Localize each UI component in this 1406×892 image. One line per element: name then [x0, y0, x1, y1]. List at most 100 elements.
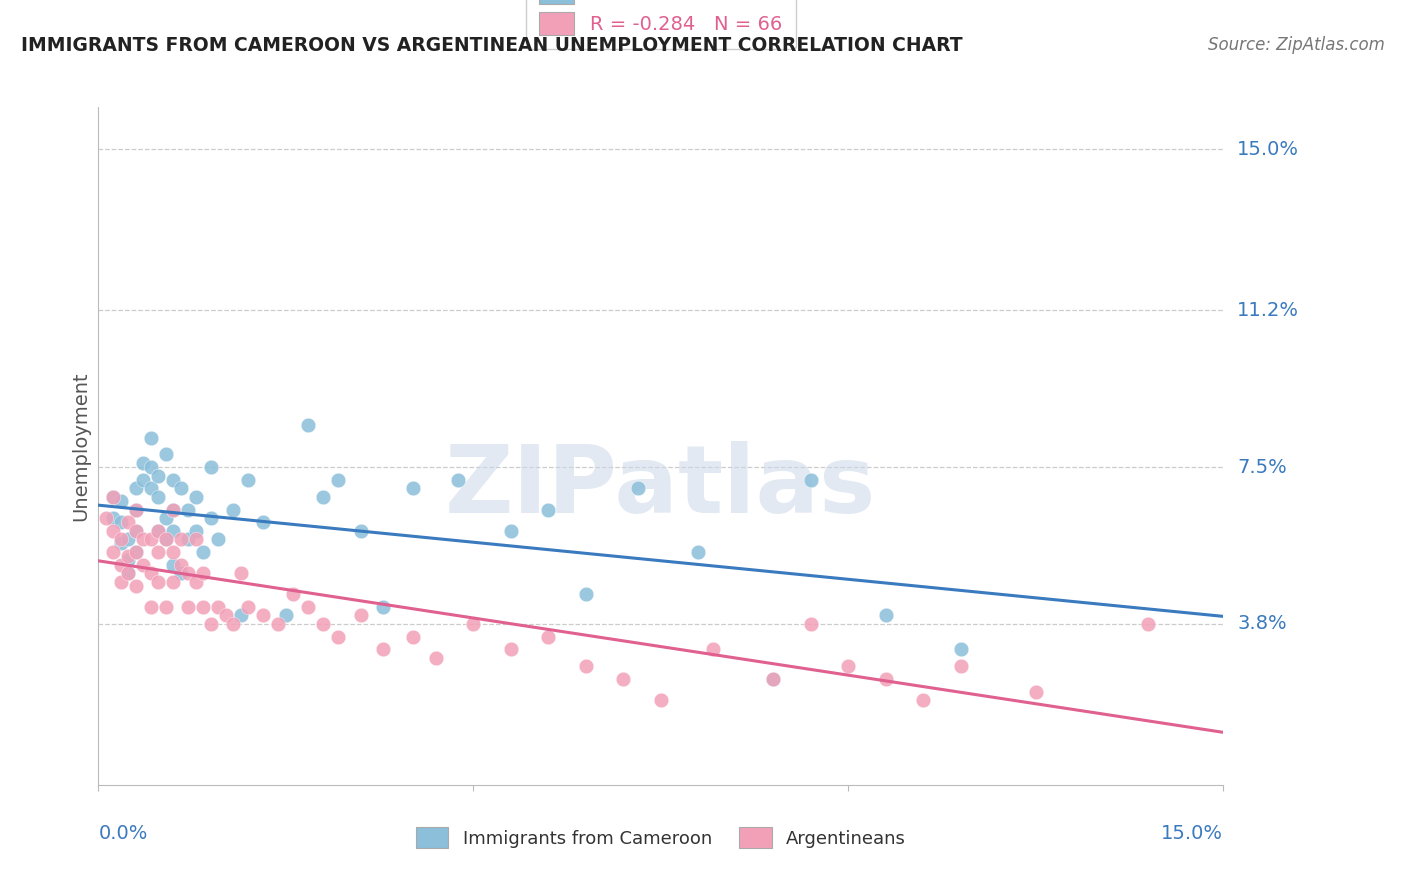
Point	[177, 502, 200, 516]
Point	[402, 482, 425, 496]
Point	[103, 490, 125, 504]
Point	[125, 579, 148, 593]
Point	[207, 599, 229, 614]
Point	[193, 566, 215, 581]
Point	[94, 511, 117, 525]
Point	[252, 515, 274, 529]
Point	[148, 490, 170, 504]
Point	[110, 494, 132, 508]
Point	[117, 532, 139, 546]
Text: ZIPatlas: ZIPatlas	[446, 441, 876, 533]
Point	[177, 599, 200, 614]
Point	[252, 608, 274, 623]
Point	[148, 468, 170, 483]
Point	[132, 532, 155, 546]
Point	[575, 587, 598, 601]
Point	[125, 524, 148, 538]
Point	[222, 617, 245, 632]
Point	[103, 545, 125, 559]
Point	[537, 630, 560, 644]
Text: Source: ZipAtlas.com: Source: ZipAtlas.com	[1208, 36, 1385, 54]
Point	[170, 566, 193, 581]
Point	[229, 608, 252, 623]
Point	[170, 482, 193, 496]
Text: 15.0%: 15.0%	[1161, 824, 1223, 843]
Point	[103, 490, 125, 504]
Text: 0.0%: 0.0%	[98, 824, 148, 843]
Point	[148, 545, 170, 559]
Point	[373, 642, 395, 657]
Point	[125, 502, 148, 516]
Text: 7.5%: 7.5%	[1237, 458, 1286, 476]
Point	[132, 473, 155, 487]
Point	[162, 473, 184, 487]
Point	[103, 524, 125, 538]
Point	[110, 532, 132, 546]
Point	[238, 599, 260, 614]
Point	[125, 545, 148, 559]
Point	[170, 558, 193, 572]
Point	[184, 574, 207, 589]
Point	[912, 693, 935, 707]
Point	[274, 608, 297, 623]
Point	[762, 672, 785, 686]
Point	[499, 642, 522, 657]
Point	[125, 545, 148, 559]
Point	[110, 558, 132, 572]
Point	[328, 473, 350, 487]
Point	[193, 545, 215, 559]
Point	[207, 532, 229, 546]
Point	[193, 599, 215, 614]
Point	[222, 502, 245, 516]
Point	[762, 672, 785, 686]
Point	[155, 511, 177, 525]
Point	[800, 617, 823, 632]
Point	[162, 502, 184, 516]
Point	[297, 599, 319, 614]
Point	[425, 651, 447, 665]
Point	[875, 672, 897, 686]
Point	[139, 430, 162, 444]
Point	[350, 608, 373, 623]
Point	[117, 566, 139, 581]
Point	[110, 536, 132, 550]
Point	[650, 693, 672, 707]
Point	[229, 566, 252, 581]
Point	[688, 545, 710, 559]
Point	[200, 511, 222, 525]
Point	[800, 473, 823, 487]
Point	[162, 545, 184, 559]
Point	[139, 599, 162, 614]
Point	[350, 524, 373, 538]
Text: 15.0%: 15.0%	[1237, 140, 1299, 159]
Point	[627, 482, 650, 496]
Point	[162, 502, 184, 516]
Point	[103, 511, 125, 525]
Point	[499, 524, 522, 538]
Point	[148, 524, 170, 538]
Point	[184, 490, 207, 504]
Point	[155, 599, 177, 614]
Point	[184, 524, 207, 538]
Legend: Immigrants from Cameroon, Argentineans: Immigrants from Cameroon, Argentineans	[406, 818, 915, 857]
Point	[155, 532, 177, 546]
Point	[162, 524, 184, 538]
Point	[373, 599, 395, 614]
Point	[267, 617, 290, 632]
Point	[162, 574, 184, 589]
Point	[177, 532, 200, 546]
Point	[148, 574, 170, 589]
Point	[1137, 617, 1160, 632]
Point	[139, 532, 162, 546]
Point	[155, 448, 177, 462]
Point	[238, 473, 260, 487]
Point	[155, 532, 177, 546]
Point	[132, 456, 155, 470]
Point	[132, 558, 155, 572]
Point	[139, 482, 162, 496]
Point	[312, 490, 335, 504]
Point	[184, 532, 207, 546]
Point	[162, 558, 184, 572]
Point	[949, 659, 972, 673]
Point	[837, 659, 859, 673]
